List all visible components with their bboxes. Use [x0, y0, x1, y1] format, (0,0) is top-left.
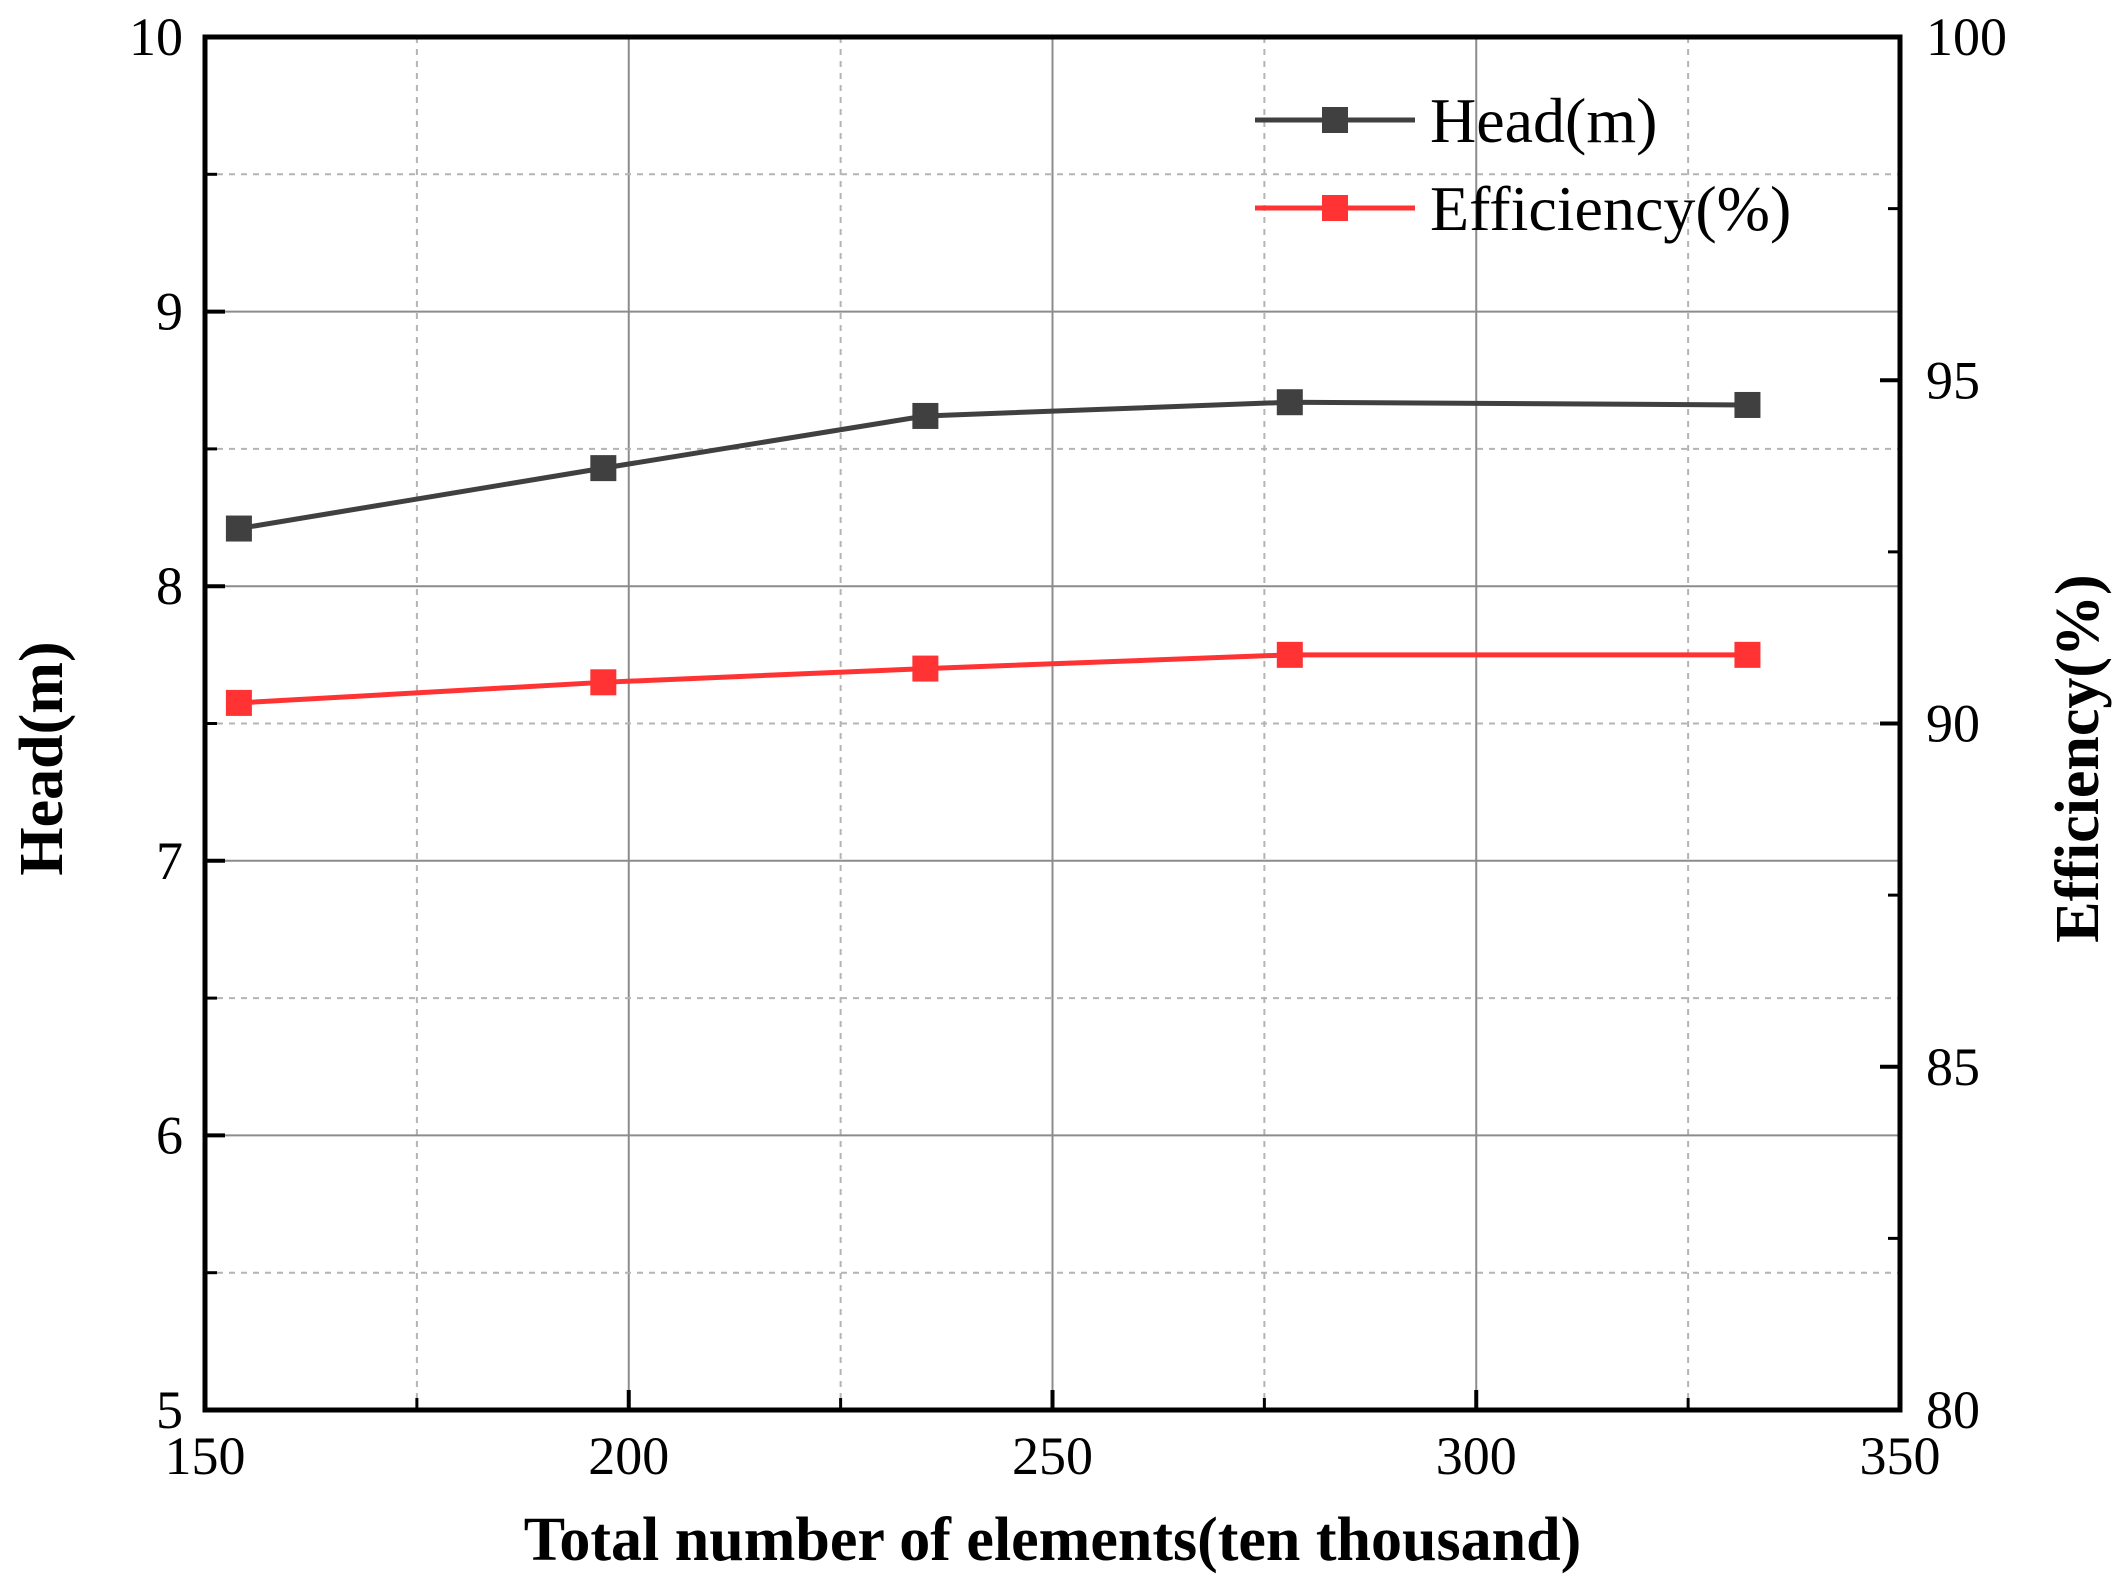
series-0-point	[1276, 389, 1303, 416]
series-1-point	[225, 689, 252, 716]
y-right-tick-label: 85	[1926, 1037, 1980, 1097]
x-tick-label: 300	[1436, 1426, 1517, 1486]
y-right-tick-label: 90	[1926, 694, 1980, 754]
y-left-tick-label: 5	[156, 1380, 183, 1440]
ticks	[203, 35, 1902, 1412]
x-tick-label: 150	[165, 1426, 246, 1486]
series-0-point	[1734, 391, 1761, 418]
y-left-tick-label: 8	[156, 556, 183, 616]
y-left-tick-label: 10	[129, 7, 183, 67]
tick-labels: 150 200 250 300 350 5 6 7 8 9 10 80 85 90 95 100	[129, 7, 2007, 1486]
x-axis-title: Total number of elements(ten thousand)	[524, 1506, 1582, 1574]
series-line-0	[238, 399, 1748, 532]
series-1-point	[1734, 641, 1761, 668]
y-right-tick-label: 80	[1926, 1380, 1980, 1440]
y-right-axis-title: Efficiency(%)	[2044, 574, 2112, 942]
y-left-tick-label: 7	[156, 831, 183, 891]
series-line-1	[238, 652, 1748, 706]
y-left-tick-label: 9	[156, 282, 183, 342]
y-right-tick-label: 95	[1926, 350, 1980, 410]
x-tick-label: 250	[1012, 1426, 1093, 1486]
series-0-point	[225, 515, 252, 542]
series-1-point	[590, 669, 617, 696]
y-left-tick-label: 6	[156, 1105, 183, 1165]
legend: Head(m) Efficiency(%)	[1255, 85, 1791, 244]
series-0-point	[912, 402, 939, 429]
legend-head-marker	[1322, 107, 1348, 133]
series-layer	[225, 389, 1761, 716]
legend-head-label: Head(m)	[1430, 85, 1657, 156]
grid	[205, 37, 1900, 1410]
legend-efficiency-label: Efficiency(%)	[1430, 173, 1791, 244]
series-0-point	[590, 455, 617, 482]
legend-efficiency-marker	[1322, 195, 1348, 221]
y-left-axis-title: Head(m)	[8, 641, 76, 875]
x-tick-label: 350	[1860, 1426, 1941, 1486]
y-right-tick-label: 100	[1926, 7, 2007, 67]
series-1-point	[912, 655, 939, 682]
series-1-point	[1276, 641, 1303, 668]
x-tick-label: 200	[588, 1426, 669, 1486]
